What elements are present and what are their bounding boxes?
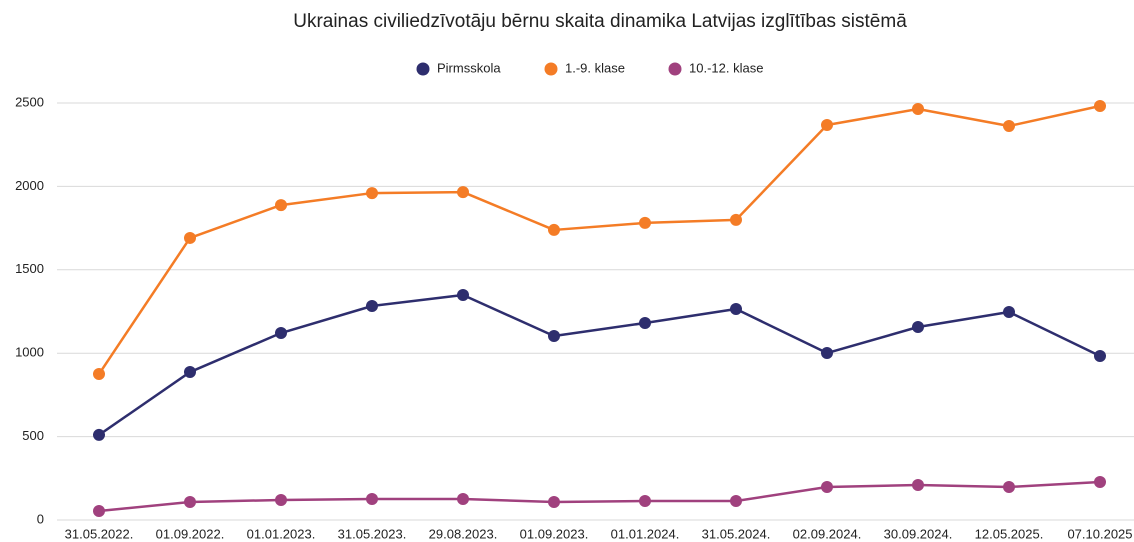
y-tick-label: 2500	[15, 94, 44, 109]
data-point	[639, 494, 651, 507]
legend-label: Pirmsskola	[437, 60, 501, 75]
series-line	[97, 104, 1101, 375]
y-tick-label: 1000	[15, 345, 44, 360]
data-point	[912, 478, 924, 491]
chart-title: Ukrainas civiliedzīvotāju bērnu skaita d…	[293, 11, 907, 32]
series-line	[98, 293, 1101, 436]
data-point	[184, 366, 196, 379]
data-point	[1003, 306, 1015, 319]
x-tick-label: 01.09.2022.	[156, 526, 225, 541]
data-point	[366, 492, 378, 505]
y-tick-label: 500	[22, 428, 44, 443]
data-point	[275, 493, 287, 506]
x-tick-label: 31.05.2024.	[702, 526, 771, 541]
data-point	[184, 495, 196, 508]
data-point	[1094, 475, 1106, 488]
x-tick-label: 31.05.2022.	[65, 526, 134, 541]
legend-marker	[668, 62, 682, 76]
data-point	[457, 186, 469, 199]
data-point	[1003, 120, 1015, 133]
y-tick-label: 1500	[15, 261, 44, 276]
data-point	[548, 330, 560, 343]
y-tick-label: 2000	[15, 178, 44, 193]
data-point	[93, 504, 105, 517]
y-tick-label: 0	[37, 511, 44, 526]
x-tick-label: 01.01.2024.	[611, 526, 680, 541]
data-point	[639, 317, 651, 330]
legend-marker	[416, 62, 430, 76]
data-point	[730, 213, 742, 226]
series-line	[98, 480, 1101, 513]
data-point	[184, 231, 196, 244]
legend-label: 1.-9. klase	[565, 60, 625, 75]
data-point	[548, 495, 560, 508]
legend-marker	[544, 62, 558, 76]
x-tick-label: 01.01.2023.	[247, 526, 316, 541]
x-tick-label: 07.10.2025	[1067, 526, 1132, 541]
data-point	[821, 119, 833, 132]
data-point	[1094, 350, 1106, 363]
x-tick-label: 02.09.2024.	[793, 526, 862, 541]
x-tick-label: 31.05.2023.	[338, 526, 407, 541]
data-point	[93, 428, 105, 441]
x-tick-label: 01.09.2023.	[520, 526, 589, 541]
data-point	[1094, 100, 1106, 113]
legend-label: 10.-12. klase	[689, 60, 763, 75]
data-point	[639, 216, 651, 229]
data-point	[821, 480, 833, 493]
data-point	[821, 347, 833, 360]
x-tick-label: 30.09.2024.	[884, 526, 953, 541]
data-point	[730, 302, 742, 315]
data-point	[730, 494, 742, 507]
x-tick-label: 12.05.2025.	[975, 526, 1044, 541]
data-point	[93, 368, 105, 381]
data-point	[457, 288, 469, 301]
data-point	[1003, 480, 1015, 493]
data-point	[912, 321, 924, 334]
data-point	[457, 492, 469, 505]
data-point	[275, 199, 287, 212]
x-tick-label: 29.08.2023.	[429, 526, 498, 541]
data-point	[912, 103, 924, 116]
data-point	[366, 299, 378, 312]
data-point	[366, 187, 378, 200]
data-point	[275, 327, 287, 340]
data-point	[548, 223, 560, 236]
